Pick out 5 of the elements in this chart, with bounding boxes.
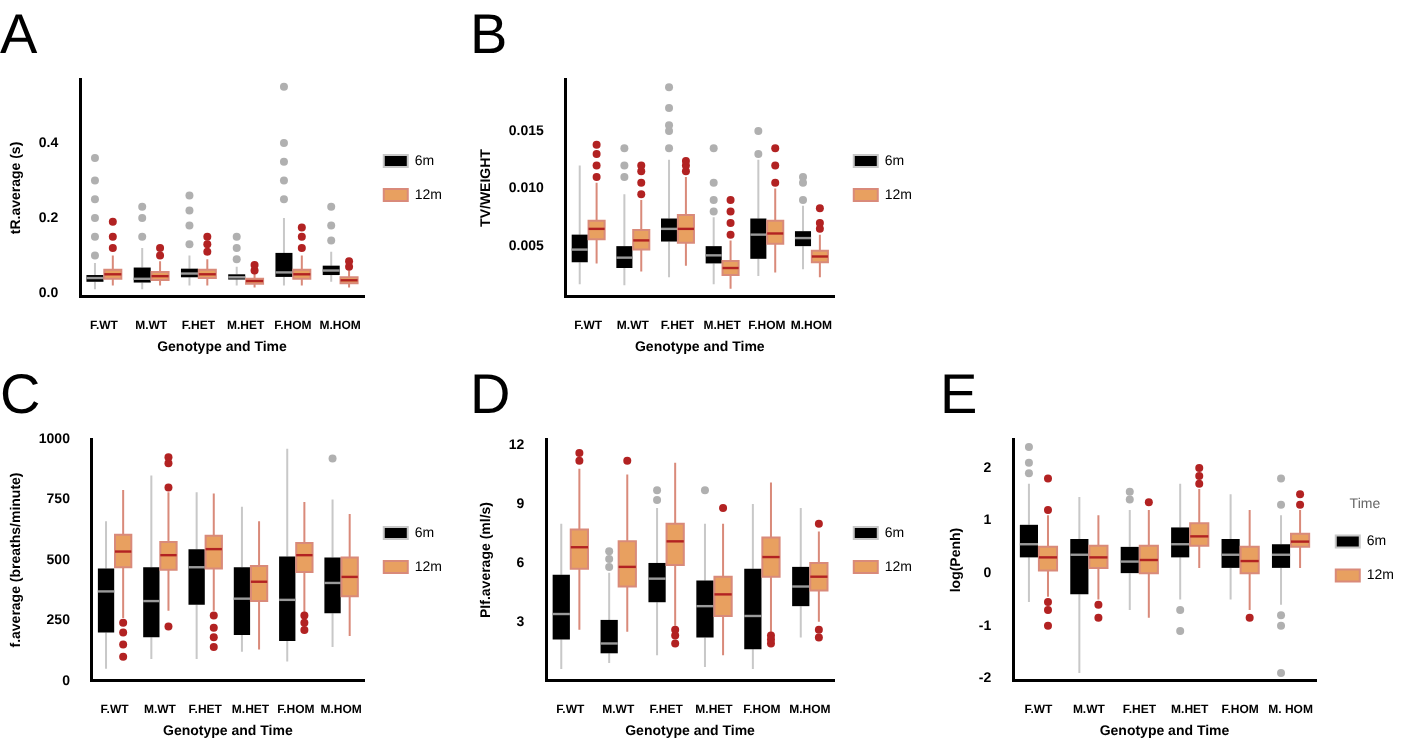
chart-title: D bbox=[470, 363, 511, 426]
chart-title: E bbox=[940, 363, 978, 426]
chart-title: C bbox=[0, 363, 41, 426]
chart-title: A bbox=[0, 3, 38, 66]
chart-title: B bbox=[470, 3, 508, 66]
